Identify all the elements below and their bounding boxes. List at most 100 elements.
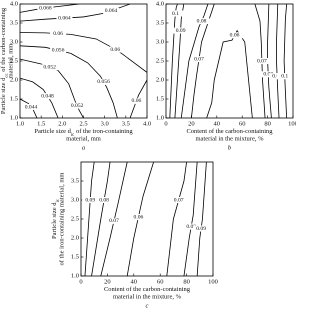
label-part: Particle size d [0,77,7,114]
x-tick-label: 100 [208,278,218,285]
label-gap [191,56,208,63]
x-axis-label: material, mm [66,136,101,143]
label-gap [106,217,122,224]
contour-label: 0.08 [99,197,109,203]
label-gap [39,93,56,100]
x-axis-label: material in the mixture, % [113,294,182,301]
contour-label: 0.056 [52,48,65,54]
y-tick-label: 3.5 [156,19,164,26]
label-part: Content of the carbon-containing [104,286,191,293]
y-tick-label: 3.5 [71,177,79,184]
label-gap [56,15,73,22]
label-gap [130,214,147,221]
y-tick-label: 1.5 [156,95,164,102]
contour-line [183,162,198,276]
subscript: ic [71,133,74,138]
y-tick-label: 4.0 [10,0,18,7]
contour-line [169,4,178,118]
label-gap [183,223,200,230]
contour-line [84,162,95,276]
x-tick-label: 80 [183,278,190,285]
label-gap [193,225,210,232]
contour-label: 0.052 [43,65,56,71]
label-part: material, mm [66,136,101,143]
label-gap [37,5,54,12]
label-gap [95,78,112,85]
y-tick-label: 1.0 [10,114,18,121]
contour-line [174,4,185,118]
contour-line [20,77,59,118]
y-tick-label: 1.5 [71,253,79,260]
x-tick-label: 20 [104,278,111,285]
subscript: ic [56,199,61,202]
contour-line [196,162,207,276]
x-tick-label: 0 [79,278,82,285]
label-part: Particle size d [51,202,58,239]
label-gap [260,71,277,78]
x-tick-label: 1.5 [37,120,45,127]
contour-label: 0.07 [257,58,267,64]
x-tick-label: 40 [214,120,221,127]
contour-label: 0.07 [109,218,119,224]
y-tick-label: 2.0 [10,76,18,83]
label-gap [107,46,124,53]
y-tick-label: 2.0 [156,76,164,83]
contour-label: 0.064 [58,15,71,21]
contour-label: 0.1 [281,73,288,79]
contour-line [283,4,288,118]
x-tick-label: 3.5 [122,120,130,127]
label-part: Particle size d [34,128,71,135]
contour-label: 0.08 [186,224,196,230]
contour-label: 0.1 [172,11,179,17]
label-gap [276,73,293,80]
x-tick-label: 100 [288,120,296,127]
label-part: of the iron-containing material, mm [59,173,66,266]
y-tick-label: 3.0 [156,38,164,45]
subscript: cc [5,73,10,77]
x-tick-label: 4.0 [143,120,151,127]
contour-line [191,4,215,118]
label-gap [128,97,145,104]
label-gap [41,64,58,71]
label-part: Content of the carbon-containing [186,128,273,135]
label-gap [226,32,243,39]
label-gap [167,10,184,17]
contour-label: 0.09 [85,197,95,203]
x-tick-label: 60 [239,120,246,127]
y-tick-label: 3.0 [71,196,79,203]
label-part: of the iron-containing [74,128,133,135]
label-gap [193,18,210,25]
x-tick-label: 1.0 [16,120,24,127]
label-gap [96,197,113,203]
contour-label: 0.068 [39,5,52,11]
y-tick-label: 3.0 [10,38,18,45]
x-tick-label: 2.0 [58,120,66,127]
y-tick-label: 1.5 [10,95,18,102]
label-gap [82,197,99,203]
y-axis-label: Particle size dcc of the carbon-containi… [0,7,9,114]
contour-label: 0.07 [174,197,184,203]
label-gap [172,27,189,34]
label-part: material, mm [8,44,15,79]
x-axis-label: Particle size dic of the iron-containing [34,128,133,137]
y-tick-label: 3.5 [10,19,18,26]
contour-label: 0.08 [197,18,207,24]
y-axis-label: material, mm [8,44,15,79]
contour-label: 0.07 [194,56,204,62]
x-tick-label: 80 [264,120,271,127]
contour-line [254,4,266,118]
x-tick-label: 2.5 [79,120,87,127]
contour-label: 0.052 [71,103,84,109]
y-tick-label: 2.5 [71,215,79,222]
label-gap [253,58,270,64]
contour-label: 0.056 [97,79,110,85]
x-tick-label: 0 [164,120,167,127]
panel-label: c [146,302,149,309]
y-tick-label: 1.0 [71,272,79,279]
x-tick-label: 3.0 [101,120,109,127]
contour-label: 0.044 [25,104,38,110]
label-gap [170,197,187,203]
contour-line [180,4,209,118]
plot-frame [165,3,294,119]
